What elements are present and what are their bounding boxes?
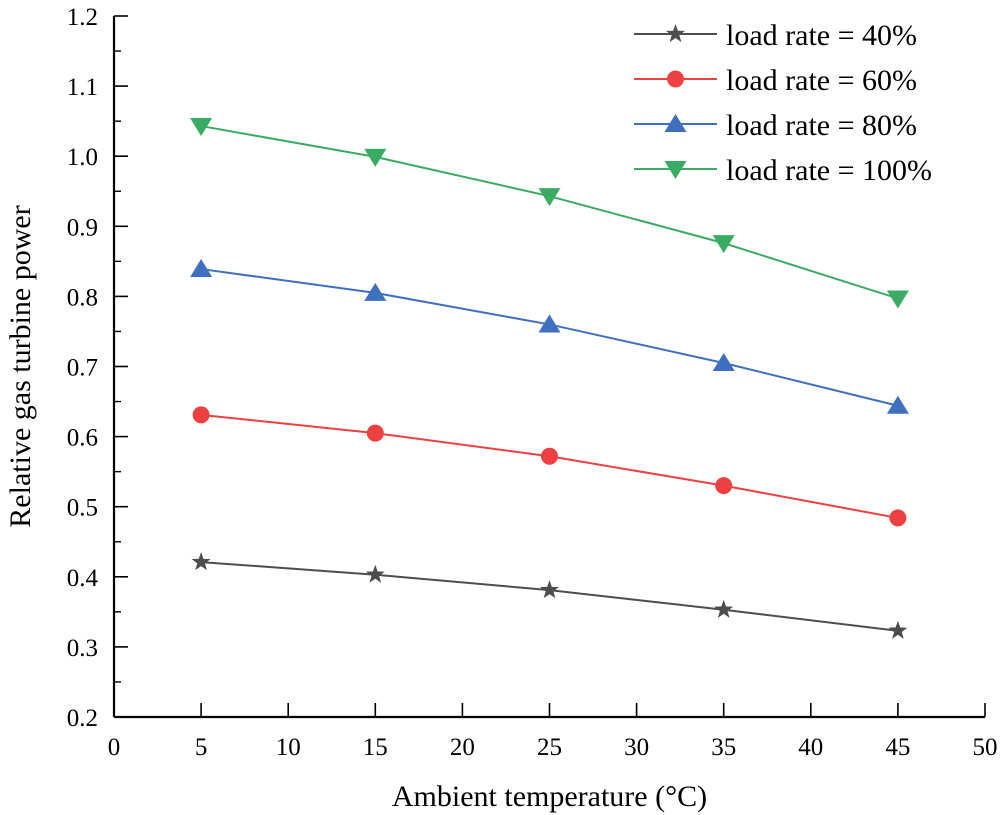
y-ticks: 0.2 0.3 0.4 0.5 0.6 0.7 0.8 0.9 1.0 1.1 1.2 xyxy=(67,4,128,732)
y-tick-label: 0.3 xyxy=(67,635,98,662)
series-line-2 xyxy=(200,413,899,519)
data-point xyxy=(538,188,561,207)
data-point xyxy=(714,599,734,618)
data-point xyxy=(364,148,387,167)
x-tick-label: 40 xyxy=(798,734,823,761)
y-tick-label: 0.7 xyxy=(67,355,98,382)
data-point xyxy=(712,352,735,371)
data-point xyxy=(539,580,560,599)
legend-marker xyxy=(664,114,687,132)
legend-label: load rate = 60% xyxy=(726,64,917,97)
x-tick-label: 0 xyxy=(108,734,121,761)
y-tick-label: 1.2 xyxy=(67,4,98,31)
legend-label: load rate = 100% xyxy=(726,154,932,187)
legend-label: load rate = 80% xyxy=(726,109,917,142)
data-point xyxy=(364,282,387,301)
data-point xyxy=(366,424,384,442)
legend-item: load rate = 60% xyxy=(634,64,917,97)
legend-item: load rate = 100% xyxy=(634,154,932,187)
y-tick-label: 0.9 xyxy=(67,214,98,241)
legend-item: load rate = 80% xyxy=(634,109,917,142)
data-point xyxy=(190,259,213,278)
series-line-3 xyxy=(200,268,899,407)
x-tick-label: 5 xyxy=(195,734,208,761)
y-tick-label: 0.8 xyxy=(67,284,98,311)
series-line-1 xyxy=(201,561,899,632)
legend-label: load rate = 40% xyxy=(726,19,917,52)
data-point xyxy=(541,447,558,465)
data-point xyxy=(889,509,907,527)
legend-marker xyxy=(665,24,686,43)
data-point xyxy=(886,395,909,414)
y-tick-label: 1.0 xyxy=(67,144,98,171)
y-tick-label: 0.2 xyxy=(67,705,98,732)
y-axis-title: Relative gas turbine power xyxy=(4,205,37,527)
x-tick-label: 35 xyxy=(711,734,736,761)
x-tick-label: 50 xyxy=(973,734,998,761)
legend-marker xyxy=(664,161,687,179)
legend-item: load rate = 40% xyxy=(634,19,917,52)
data-point xyxy=(886,290,909,309)
series-markers xyxy=(190,118,909,639)
x-tick-label: 15 xyxy=(363,734,388,761)
y-tick-label: 0.4 xyxy=(67,565,99,592)
y-tick-label: 1.1 xyxy=(67,74,98,101)
data-point xyxy=(365,564,385,583)
x-tick-label: 10 xyxy=(276,734,301,761)
data-point xyxy=(191,552,211,571)
data-point xyxy=(712,235,735,254)
x-tick-label: 20 xyxy=(450,734,475,761)
data-point xyxy=(192,406,210,424)
y-tick-label: 0.5 xyxy=(67,495,98,522)
x-axis-title: Ambient temperature (°C) xyxy=(392,780,707,813)
x-tick-label: 30 xyxy=(624,734,649,761)
x-ticks: 0 5 10 15 20 25 30 35 40 45 50 xyxy=(108,703,998,761)
x-tick-label: 25 xyxy=(537,734,562,761)
data-point xyxy=(538,314,561,333)
series-line-4 xyxy=(200,125,899,300)
data-point xyxy=(715,477,733,495)
y-tick-label: 0.6 xyxy=(67,425,98,452)
legend: load rate = 40% load rate = 60% load rate … xyxy=(634,19,932,187)
data-point xyxy=(190,118,213,137)
data-point xyxy=(888,620,908,639)
x-tick-label: 45 xyxy=(885,734,910,761)
legend-marker xyxy=(667,70,684,88)
